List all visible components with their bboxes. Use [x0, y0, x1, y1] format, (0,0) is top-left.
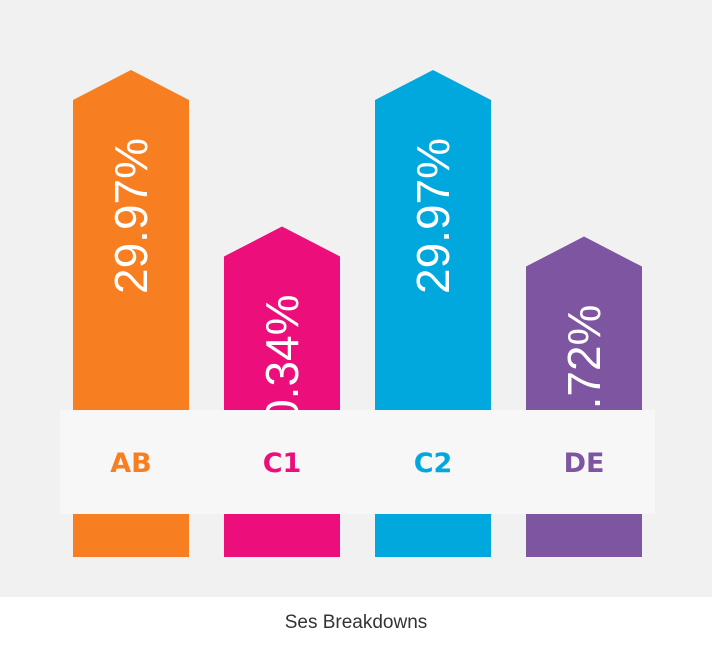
chart-svg: 29.97%20.34%29.97%19.72%AB C1 C2 DE: [60, 69, 655, 558]
value-label-ab: 29.97%: [105, 138, 157, 294]
category-label-c2: C2: [414, 448, 453, 479]
value-label-c2: 29.97%: [407, 138, 459, 294]
chart-caption: Ses Breakdowns: [284, 612, 428, 633]
category-label-c1: C1: [263, 448, 302, 479]
category-label-de: DE: [564, 448, 605, 479]
chart-area: 29.97% 20.34% 29.97% 19.72% AB C1 C2 DE: [0, 0, 712, 597]
category-band: [60, 410, 655, 514]
category-label-ab: AB: [110, 448, 151, 479]
